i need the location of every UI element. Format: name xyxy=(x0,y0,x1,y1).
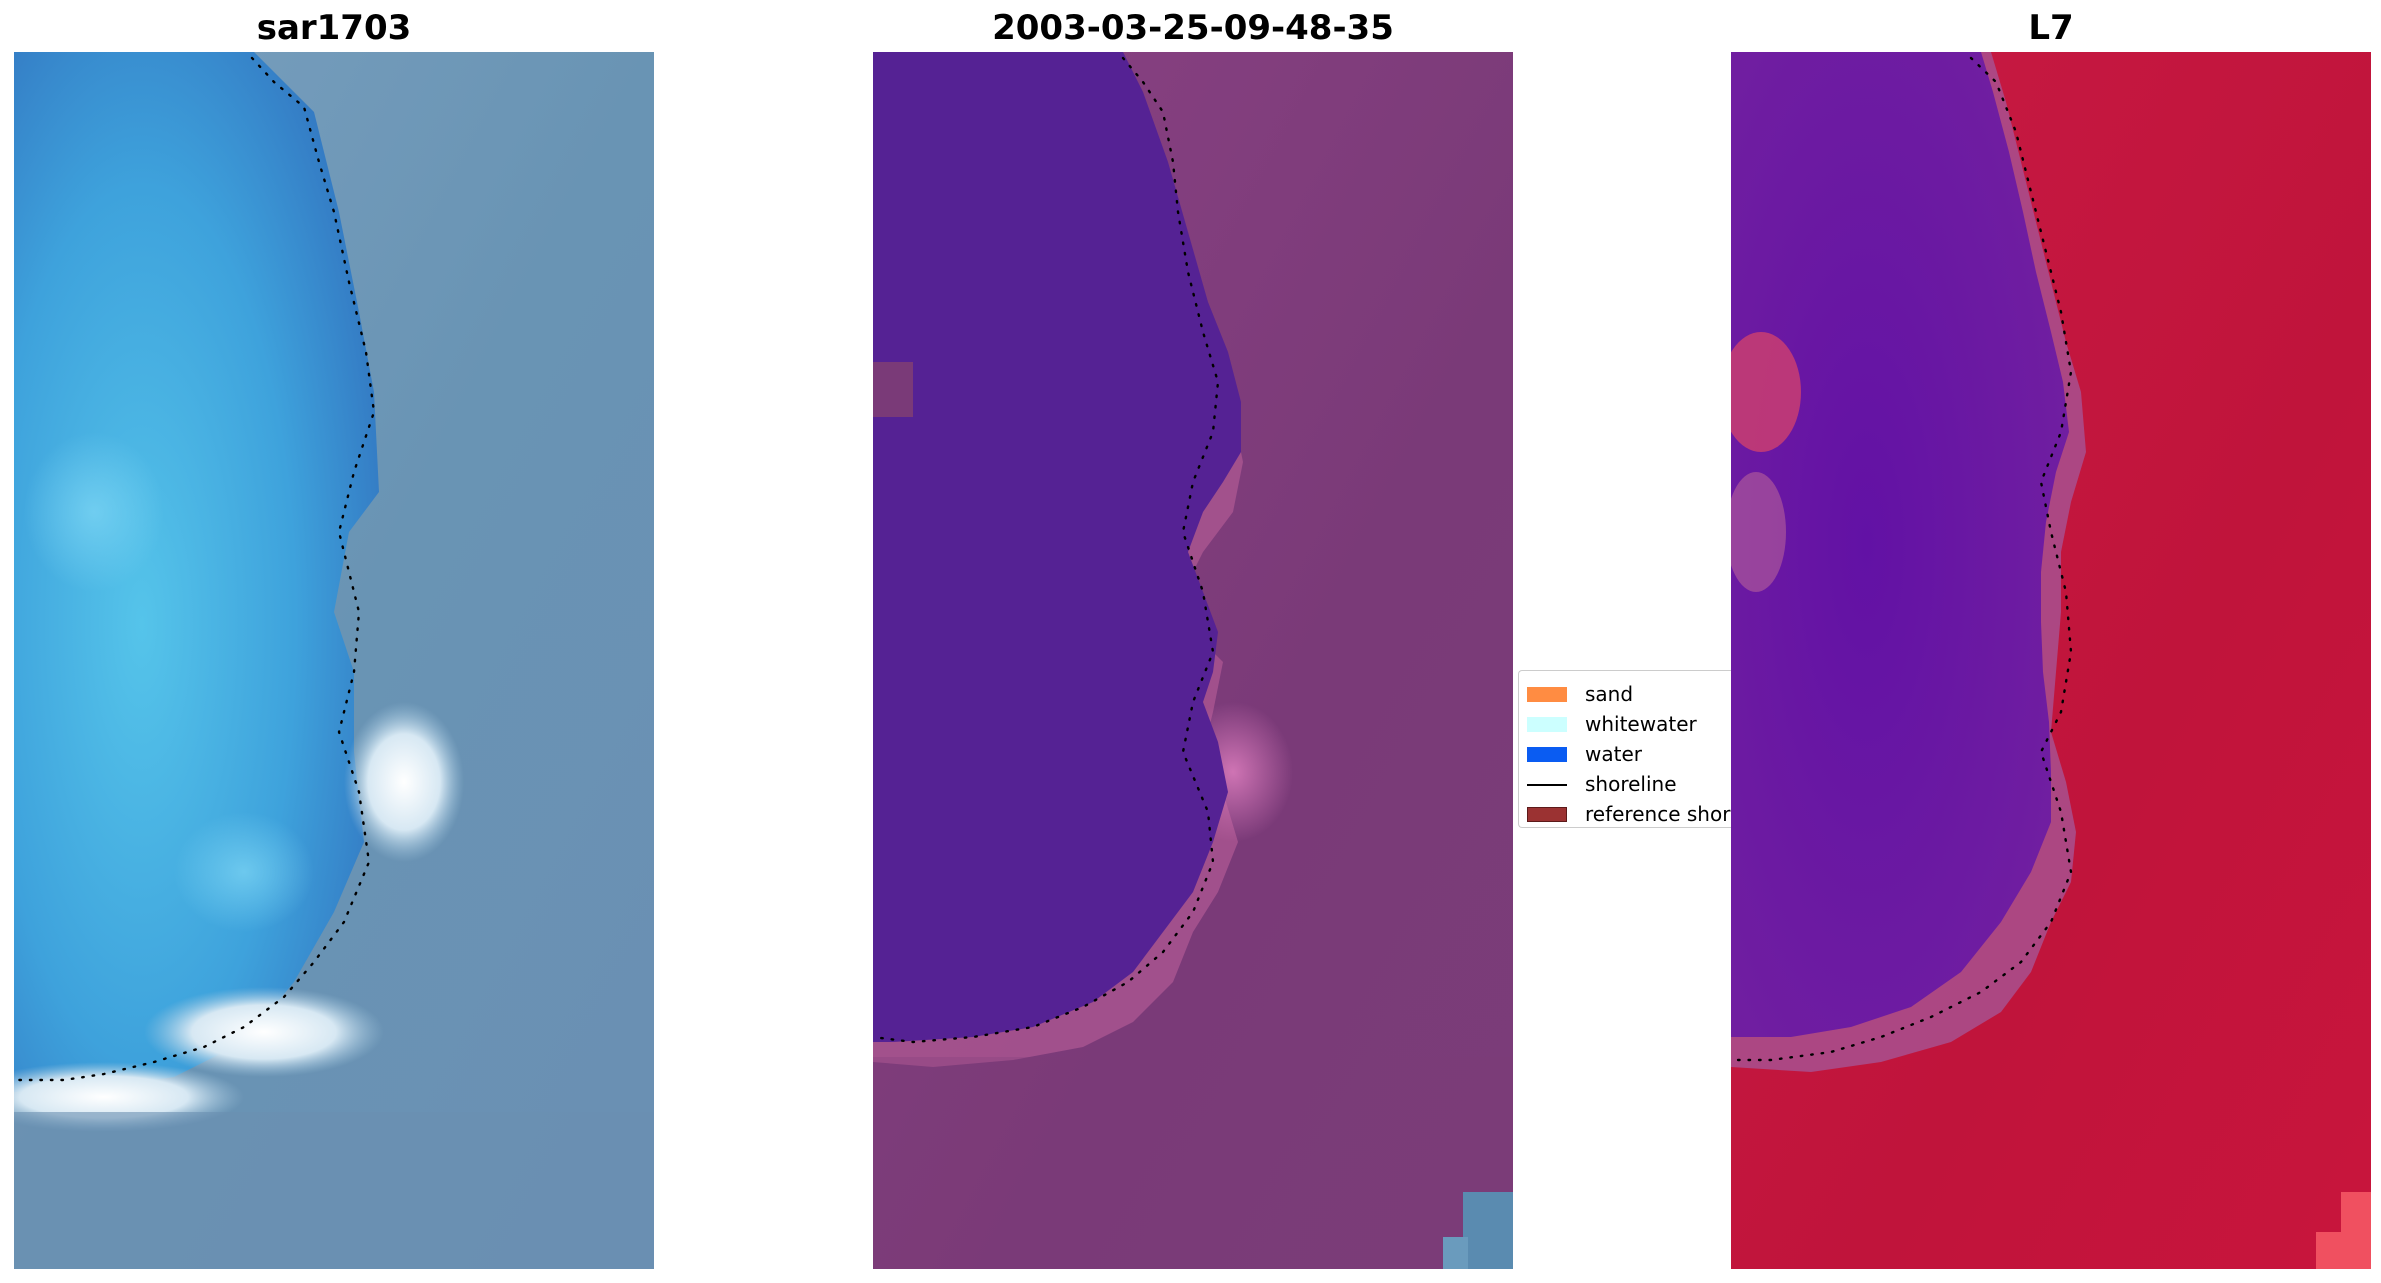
legend-swatch-whitewater xyxy=(1527,716,1567,732)
legend-swatch-reference-shoreline xyxy=(1527,806,1567,822)
legend-label-water: water xyxy=(1585,742,1642,766)
legend-item-shoreline: shoreline xyxy=(1519,769,1731,799)
legend-item-reference-shoreline: reference shoreline xyxy=(1519,799,1731,827)
index-image-panel xyxy=(1731,52,2371,1269)
panel-title-l7: L7 xyxy=(2028,8,2074,48)
panel-title-sar1703: sar1703 xyxy=(256,8,412,48)
classified-image-panel xyxy=(873,52,1513,1269)
classified-image xyxy=(873,52,1513,1269)
legend-label-reference-shoreline: reference shoreline xyxy=(1585,802,1731,826)
legend: sand whitewater water shoreline referenc… xyxy=(1518,670,1731,828)
legend-item-sand: sand xyxy=(1519,679,1731,709)
legend-swatch-shoreline xyxy=(1527,777,1567,792)
rgb-image xyxy=(14,52,654,1269)
legend-label-whitewater: whitewater xyxy=(1585,712,1697,736)
legend-label-sand: sand xyxy=(1585,682,1634,706)
rgb-image-panel xyxy=(14,52,654,1269)
legend-label-shoreline: shoreline xyxy=(1585,772,1677,796)
legend-swatch-water xyxy=(1527,746,1567,762)
panel-title-date: 2003-03-25-09-48-35 xyxy=(992,8,1394,48)
index-image xyxy=(1731,52,2371,1269)
legend-item-water: water xyxy=(1519,739,1731,769)
legend-swatch-sand xyxy=(1527,686,1567,702)
legend-item-whitewater: whitewater xyxy=(1519,709,1731,739)
